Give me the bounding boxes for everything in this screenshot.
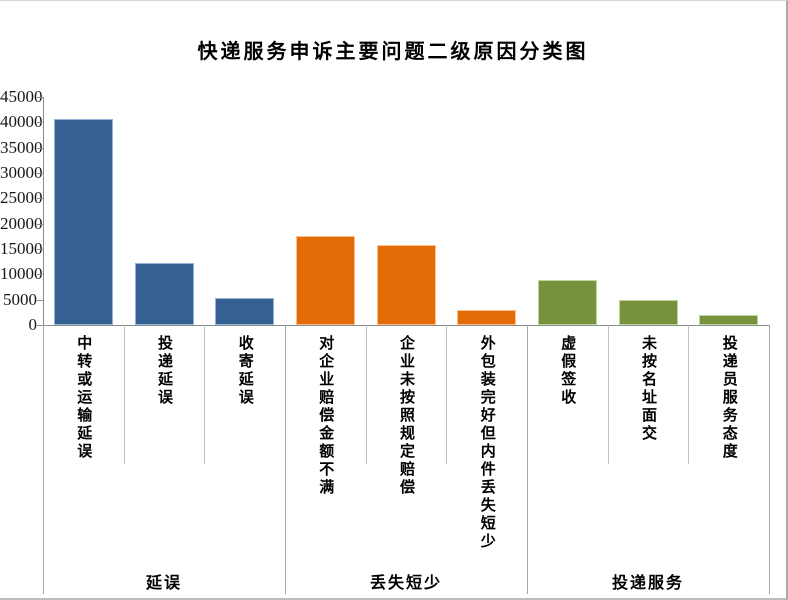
y-tick-label: 5000	[3, 289, 37, 309]
group-label: 丢失短少	[369, 575, 442, 592]
category-label: 投递延误	[156, 335, 172, 407]
group-separator	[769, 325, 770, 594]
category-separator	[446, 325, 448, 464]
bar	[134, 262, 194, 325]
category-label: 收寄延误	[236, 335, 253, 407]
y-tick-label: 10000	[0, 264, 43, 284]
bar	[53, 119, 113, 325]
y-tick-label: 40000	[0, 112, 43, 132]
y-tick-mark	[37, 299, 43, 301]
chart-title: 快递服务申诉主要问题二级原因分类图	[197, 41, 589, 63]
y-tick-mark	[37, 249, 43, 250]
y-tick-mark	[37, 97, 43, 98]
bar	[295, 235, 355, 325]
group-separator	[527, 325, 528, 594]
category-label: 投递员服务态度	[720, 335, 737, 461]
category-separator	[365, 325, 367, 464]
y-tick-label: 15000	[0, 239, 43, 258]
y-tick-mark	[37, 173, 43, 174]
y-tick-label: 45000	[0, 87, 43, 106]
category-label: 未按名址面交	[640, 335, 656, 443]
y-tick-mark	[37, 198, 43, 200]
category-label: 中转或运输延误	[75, 335, 92, 461]
category-label: 对企业赔偿金额不满	[317, 335, 334, 497]
group-label: 延误	[145, 575, 182, 592]
x-axis-line	[43, 325, 769, 326]
bar	[618, 300, 678, 325]
category-separator	[607, 325, 609, 464]
category-label: 企业未按照规定赔偿	[398, 335, 414, 497]
y-tick-label: 25000	[0, 188, 43, 208]
category-separator	[688, 325, 690, 464]
group-label: 投递服务	[611, 575, 684, 592]
bar	[537, 279, 597, 325]
y-tick-label: 0	[28, 315, 38, 334]
category-label: 虚假签收	[559, 335, 576, 407]
y-tick-mark	[37, 147, 43, 149]
category-separator	[123, 325, 125, 464]
category-label: 外包装完好但内件丢失短少	[478, 335, 495, 551]
bar	[457, 310, 517, 325]
group-separator	[43, 325, 44, 594]
group-separator	[285, 325, 286, 594]
y-tick-mark	[37, 223, 43, 225]
category-separator	[204, 325, 206, 464]
bar	[699, 315, 759, 325]
y-tick-mark	[37, 325, 43, 326]
bar	[215, 297, 275, 325]
bar	[376, 244, 436, 325]
y-tick-label: 20000	[0, 213, 43, 233]
y-axis-line	[43, 97, 44, 325]
y-tick-label: 35000	[0, 137, 43, 157]
y-tick-mark	[37, 122, 43, 124]
y-tick-label: 30000	[0, 163, 43, 182]
y-tick-mark	[37, 274, 43, 276]
